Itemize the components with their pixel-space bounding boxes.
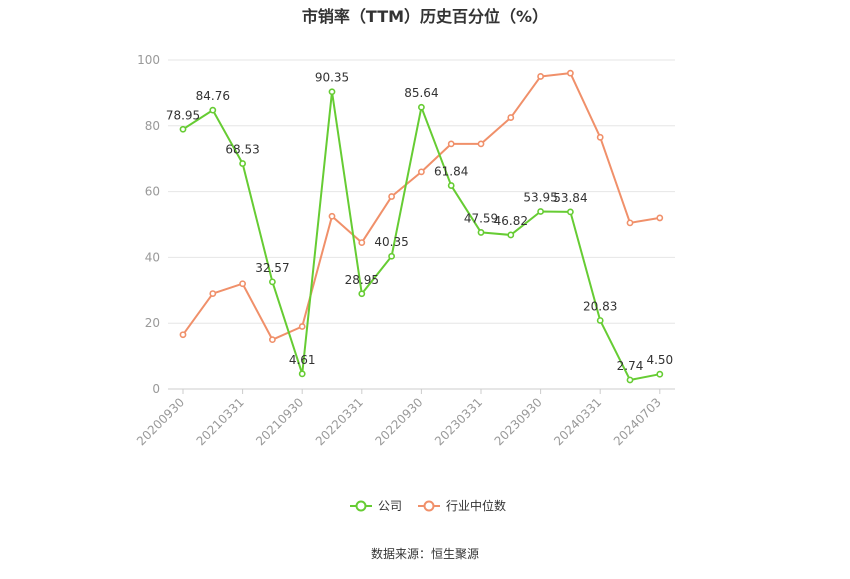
data-label: 2.74 [617,359,644,373]
x-tick-label: 20200930 [134,395,187,448]
legend[interactable]: 公司 行业中位数 [350,498,506,513]
data-label: 84.76 [196,89,230,103]
data-point[interactable] [417,103,425,111]
data-label: 53.95 [523,191,557,205]
data-label: 61.84 [434,165,468,179]
series-line [182,90,660,381]
grid-lines [168,59,675,324]
legend-marker [423,500,435,512]
data-point[interactable] [447,182,455,189]
data-label: 68.53 [225,143,259,157]
data-label: 4.50 [646,353,673,367]
data-point[interactable] [179,331,187,339]
data-point[interactable] [596,317,604,324]
data-point[interactable] [328,212,336,220]
data-point[interactable] [358,290,366,298]
x-tick-label: 20220930 [372,395,425,448]
x-tick-label: 20210930 [253,395,306,448]
data-point[interactable] [417,168,425,176]
data-source: 数据来源：恒生聚源 [371,546,479,561]
y-tick-label: 60 [145,185,160,199]
y-tick-label: 100 [137,53,160,67]
data-point[interactable] [537,73,544,80]
data-point[interactable] [626,376,634,384]
data-point[interactable] [537,208,544,215]
legend-item-company[interactable]: 公司 [350,499,402,513]
data-point[interactable] [358,239,366,246]
data-point[interactable] [209,106,217,114]
data-label: 32.57 [255,261,289,275]
data-point[interactable] [507,114,515,121]
data-label: 85.64 [404,86,438,100]
series-layer: 78.95 84.76 68.53 32.57 4.61 90.35 28.95 40.35 8… [166,69,673,384]
data-point[interactable] [268,336,276,344]
legend-label: 公司 [378,499,402,513]
series-industry-median [179,69,664,344]
legend-marker [355,500,367,512]
data-point[interactable] [596,133,604,141]
x-tick-label: 20210331 [194,395,247,448]
data-point[interactable] [179,125,187,133]
data-label: 4.61 [289,353,316,367]
data-point[interactable] [656,214,664,222]
data-point[interactable] [209,290,217,297]
data-point[interactable] [507,231,515,239]
data-point[interactable] [298,323,306,330]
data-point[interactable] [298,370,306,378]
x-tick-label: 20230930 [492,395,545,448]
data-point[interactable] [328,88,336,96]
data-point[interactable] [239,280,246,288]
data-label: 20.83 [583,299,617,313]
x-tick-label: 20240703 [611,395,664,448]
data-label: 28.95 [345,273,379,287]
chart-title: 市销率（TTM）历史百分位（%） [302,7,548,26]
data-point[interactable] [477,229,485,236]
data-point[interactable] [388,252,395,260]
data-label: 90.35 [315,71,349,85]
x-tick-label: 20230331 [432,395,485,448]
y-tick-label: 20 [145,316,160,330]
data-point[interactable] [388,193,395,200]
x-tick-label: 20220331 [313,395,366,448]
data-point[interactable] [567,208,574,216]
data-label: 40.35 [374,235,408,249]
data-point[interactable] [447,140,455,148]
data-point[interactable] [656,370,664,378]
data-label: 46.82 [494,214,528,228]
data-point[interactable] [268,278,276,286]
data-point[interactable] [477,140,485,148]
data-point[interactable] [626,219,634,227]
y-tick-label: 0 [152,382,160,396]
data-label: 78.95 [166,108,200,122]
data-label: 47.59 [464,211,498,225]
legend-item-industry-median[interactable]: 行业中位数 [418,498,506,513]
data-point[interactable] [567,69,574,77]
y-tick-label: 40 [145,250,160,264]
series-company: 78.95 84.76 68.53 32.57 4.61 90.35 28.95 40.35 8… [166,71,673,384]
y-tick-label: 80 [145,119,160,133]
data-label: 53.84 [553,191,587,205]
x-tick-label: 20240331 [551,395,604,448]
data-point[interactable] [239,160,246,167]
legend-label: 行业中位数 [446,498,506,513]
